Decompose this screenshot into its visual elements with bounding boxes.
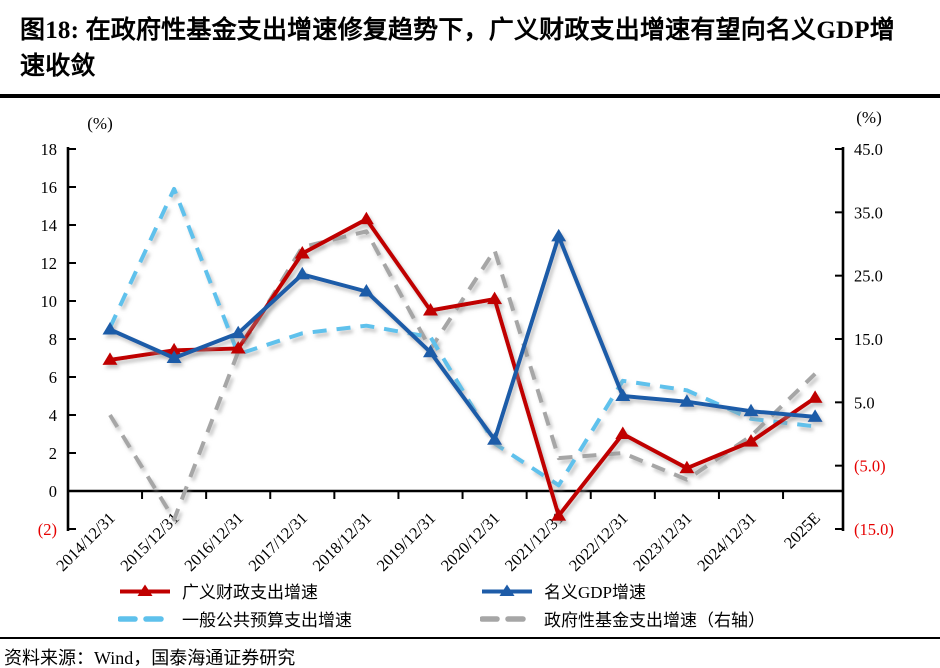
legend-marker-icon: [480, 616, 529, 622]
series-marker-triangle: [551, 228, 567, 242]
series-marker-triangle: [230, 341, 246, 354]
legend-label: 政府性基金支出增速（右轴）: [544, 611, 765, 630]
series-marker-triangle: [102, 352, 118, 365]
series-1: [102, 228, 823, 445]
right-axis-tick-label: 25.0: [854, 267, 883, 286]
series-line-3: [108, 229, 817, 522]
x-axis-category-label: 2022/12/31: [565, 508, 632, 575]
series-marker-triangle: [294, 246, 310, 259]
x-axis-category-label: 2014/12/31: [52, 508, 119, 575]
legend-item-3: 政府性基金支出增速（右轴）: [480, 606, 940, 631]
series-line-1: [109, 234, 816, 442]
legend-item-1: 名义GDP增速: [480, 578, 940, 603]
source-note: 资料来源：Wind，国泰海通证券研究: [0, 637, 940, 668]
series-marker-triangle: [615, 388, 631, 401]
legend-marker-icon: [482, 584, 532, 596]
x-axis-category-label: 2018/12/31: [309, 508, 376, 575]
x-axis-category-label: 2020/12/31: [437, 508, 504, 575]
left-axis-tick-label: 4: [49, 406, 57, 425]
left-axis-tick-label: (2): [38, 520, 57, 539]
series-3: [108, 229, 817, 522]
legend-item-2: 一般公共预算支出增速: [118, 606, 480, 631]
series-marker-triangle: [423, 344, 438, 358]
series-marker-triangle: [166, 342, 182, 356]
figure-title: 图18: 在政府性基金支出增速修复趋势下，广义财政支出增速有望向名义GDP增速收…: [0, 0, 940, 98]
series-marker-triangle: [358, 211, 374, 225]
left-axis-tick-label: 2: [49, 444, 57, 463]
x-axis-category-label: 2025E: [780, 508, 824, 552]
left-axis-unit: (%): [87, 114, 112, 133]
x-axis-category-label: 2024/12/31: [693, 508, 760, 575]
left-axis-tick-label: 14: [41, 216, 58, 235]
series-marker-triangle: [807, 409, 823, 422]
series-2: [108, 186, 816, 488]
series-marker-triangle: [294, 266, 310, 280]
left-axis-tick-label: 18: [41, 140, 58, 159]
series-marker-triangle: [166, 350, 182, 363]
left-axis-tick-label: 8: [49, 330, 57, 349]
right-axis-tick-label: 45.0: [854, 140, 883, 159]
left-axis-tick-label: 16: [41, 178, 58, 197]
x-axis-category-label: 2019/12/31: [373, 508, 440, 575]
left-axis-tick-label: 6: [49, 368, 57, 387]
series-marker-triangle: [743, 434, 759, 447]
series-line-2: [108, 186, 816, 488]
series-marker-triangle: [743, 403, 759, 417]
series-line-0: [109, 217, 817, 518]
legend-label: 一般公共预算支出增速: [182, 611, 352, 630]
legend-marker-icon: [118, 616, 167, 622]
legend-label: 名义GDP增速: [544, 583, 647, 602]
right-axis-tick-label: 5.0: [854, 393, 875, 412]
series-marker-triangle: [358, 284, 374, 297]
right-axis-tick-label: 15.0: [854, 330, 883, 349]
x-axis-category-label: 2016/12/31: [180, 508, 247, 575]
left-axis-tick-label: 0: [49, 482, 57, 501]
left-axis-tick-label: 10: [41, 292, 58, 311]
series-marker-triangle: [551, 508, 567, 521]
dual-axis-line-chart: (%) (%) 18 16 14 12 10 8 6 4 2 0 (2) 45.0 35.0 25.0 15.0…: [38, 108, 894, 575]
series-marker-triangle: [102, 322, 118, 335]
series-marker-triangle: [679, 460, 695, 474]
series-marker-triangle: [807, 390, 823, 403]
right-axis-tick-label: (5.0): [854, 457, 886, 476]
x-axis-category-label: 2023/12/31: [629, 508, 696, 575]
series-marker-triangle: [230, 325, 246, 339]
legend-label: 广义财政支出增速: [182, 583, 318, 602]
chart-legend: 广义财政支出增速 名义GDP增速一般公共预算支出增速 政府性基金支出增速（右轴）: [0, 578, 940, 631]
x-axis-category-label: 2017/12/31: [245, 508, 312, 575]
right-axis-tick-label: 35.0: [854, 203, 883, 222]
series-marker-triangle: [487, 291, 503, 305]
series-0: [102, 211, 823, 521]
series-marker-triangle: [487, 432, 503, 445]
legend-item-0: 广义财政支出增速: [118, 578, 480, 603]
series-marker-triangle: [679, 394, 695, 407]
series-marker-triangle: [615, 426, 631, 439]
legend-marker-icon: [120, 584, 170, 596]
series-marker-triangle: [423, 303, 438, 316]
right-axis-unit: (%): [856, 108, 881, 127]
right-axis-tick-label: (15.0): [854, 520, 894, 539]
left-axis-tick-label: 12: [41, 254, 58, 273]
